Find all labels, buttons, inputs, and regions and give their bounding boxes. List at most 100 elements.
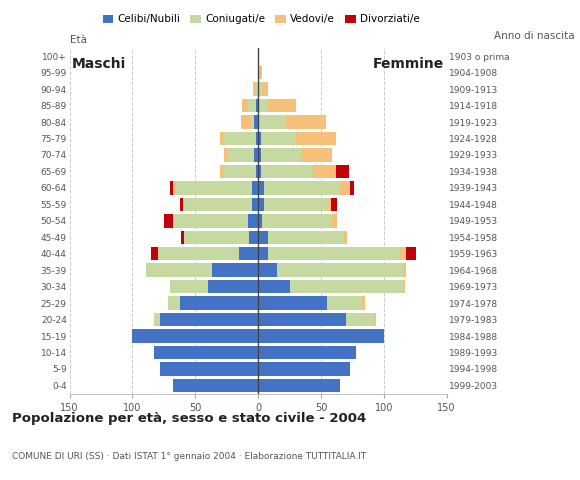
Bar	[258, 264, 277, 277]
Bar	[220, 132, 224, 145]
Bar	[258, 66, 262, 79]
Bar	[403, 280, 405, 293]
Bar	[260, 132, 296, 145]
Bar	[327, 296, 362, 310]
Bar	[258, 346, 356, 359]
Bar	[258, 247, 268, 261]
Bar	[268, 230, 343, 244]
Bar	[258, 115, 286, 129]
Bar	[260, 165, 313, 178]
Bar	[264, 198, 327, 211]
Bar	[258, 296, 327, 310]
Bar	[173, 379, 258, 392]
Bar	[240, 247, 258, 261]
Bar	[173, 214, 248, 228]
Legend: Celibi/Nubili, Coniugati/e, Vedovi/e, Divorziati/e: Celibi/Nubili, Coniugati/e, Vedovi/e, Di…	[99, 10, 423, 28]
Bar	[180, 296, 258, 310]
Bar	[258, 230, 268, 244]
Bar	[224, 165, 256, 178]
Bar	[268, 247, 400, 261]
Bar	[258, 132, 260, 145]
Bar	[362, 296, 365, 310]
Text: Anno di nascita: Anno di nascita	[494, 31, 574, 41]
Bar	[242, 99, 248, 112]
Bar	[170, 181, 173, 194]
Bar	[146, 264, 212, 277]
Bar	[176, 181, 252, 194]
Bar	[407, 247, 416, 261]
Bar	[264, 181, 340, 194]
Bar	[286, 115, 326, 129]
Bar	[343, 230, 347, 244]
Bar	[180, 198, 183, 211]
Bar	[248, 214, 258, 228]
Bar	[331, 214, 338, 228]
Bar	[301, 148, 332, 162]
Bar	[258, 99, 268, 112]
Bar	[256, 99, 258, 112]
Bar	[374, 313, 376, 326]
Bar	[212, 264, 258, 277]
Text: Età: Età	[70, 35, 86, 45]
Text: COMUNE DI URI (SS) · Dati ISTAT 1° gennaio 2004 · Elaborazione TUTTITALIA.IT: COMUNE DI URI (SS) · Dati ISTAT 1° genna…	[12, 452, 366, 461]
Bar	[277, 264, 403, 277]
Bar	[170, 280, 208, 293]
Bar	[296, 132, 336, 145]
Bar	[327, 198, 331, 211]
Bar	[258, 362, 350, 376]
Bar	[160, 362, 258, 376]
Bar	[258, 313, 346, 326]
Bar	[256, 83, 258, 96]
Bar	[184, 230, 249, 244]
Text: Femmine: Femmine	[373, 58, 444, 72]
Bar	[254, 148, 258, 162]
Bar	[258, 214, 262, 228]
Bar	[400, 247, 407, 261]
Bar	[254, 115, 258, 129]
Bar	[258, 181, 264, 194]
Bar	[258, 148, 260, 162]
Bar	[241, 115, 251, 129]
Bar	[403, 264, 407, 277]
Bar	[208, 280, 258, 293]
Bar	[252, 181, 258, 194]
Bar	[252, 198, 258, 211]
Bar	[253, 83, 256, 96]
Text: Popolazione per età, sesso e stato civile - 2004: Popolazione per età, sesso e stato civil…	[12, 412, 366, 425]
Bar	[182, 230, 184, 244]
Bar	[183, 198, 252, 211]
Bar	[249, 230, 258, 244]
Bar	[168, 296, 180, 310]
Bar	[313, 165, 336, 178]
Bar	[154, 313, 160, 326]
Bar	[154, 346, 258, 359]
Bar	[251, 115, 254, 129]
Bar	[268, 99, 296, 112]
Bar	[164, 214, 173, 228]
Bar	[258, 329, 384, 343]
Bar	[158, 247, 240, 261]
Bar	[289, 280, 403, 293]
Bar	[258, 379, 340, 392]
Bar	[258, 280, 289, 293]
Text: Maschi: Maschi	[72, 58, 126, 72]
Bar	[262, 214, 331, 228]
Bar	[227, 148, 254, 162]
Bar	[258, 165, 260, 178]
Bar	[173, 181, 176, 194]
Bar	[258, 83, 262, 96]
Bar	[346, 313, 374, 326]
Bar	[160, 313, 258, 326]
Bar	[151, 247, 158, 261]
Bar	[224, 148, 227, 162]
Bar	[350, 181, 354, 194]
Bar	[256, 132, 258, 145]
Bar	[220, 165, 224, 178]
Bar	[260, 148, 301, 162]
Bar	[132, 329, 258, 343]
Bar	[248, 99, 256, 112]
Bar	[256, 165, 258, 178]
Bar	[331, 198, 338, 211]
Bar	[258, 198, 264, 211]
Bar	[224, 132, 256, 145]
